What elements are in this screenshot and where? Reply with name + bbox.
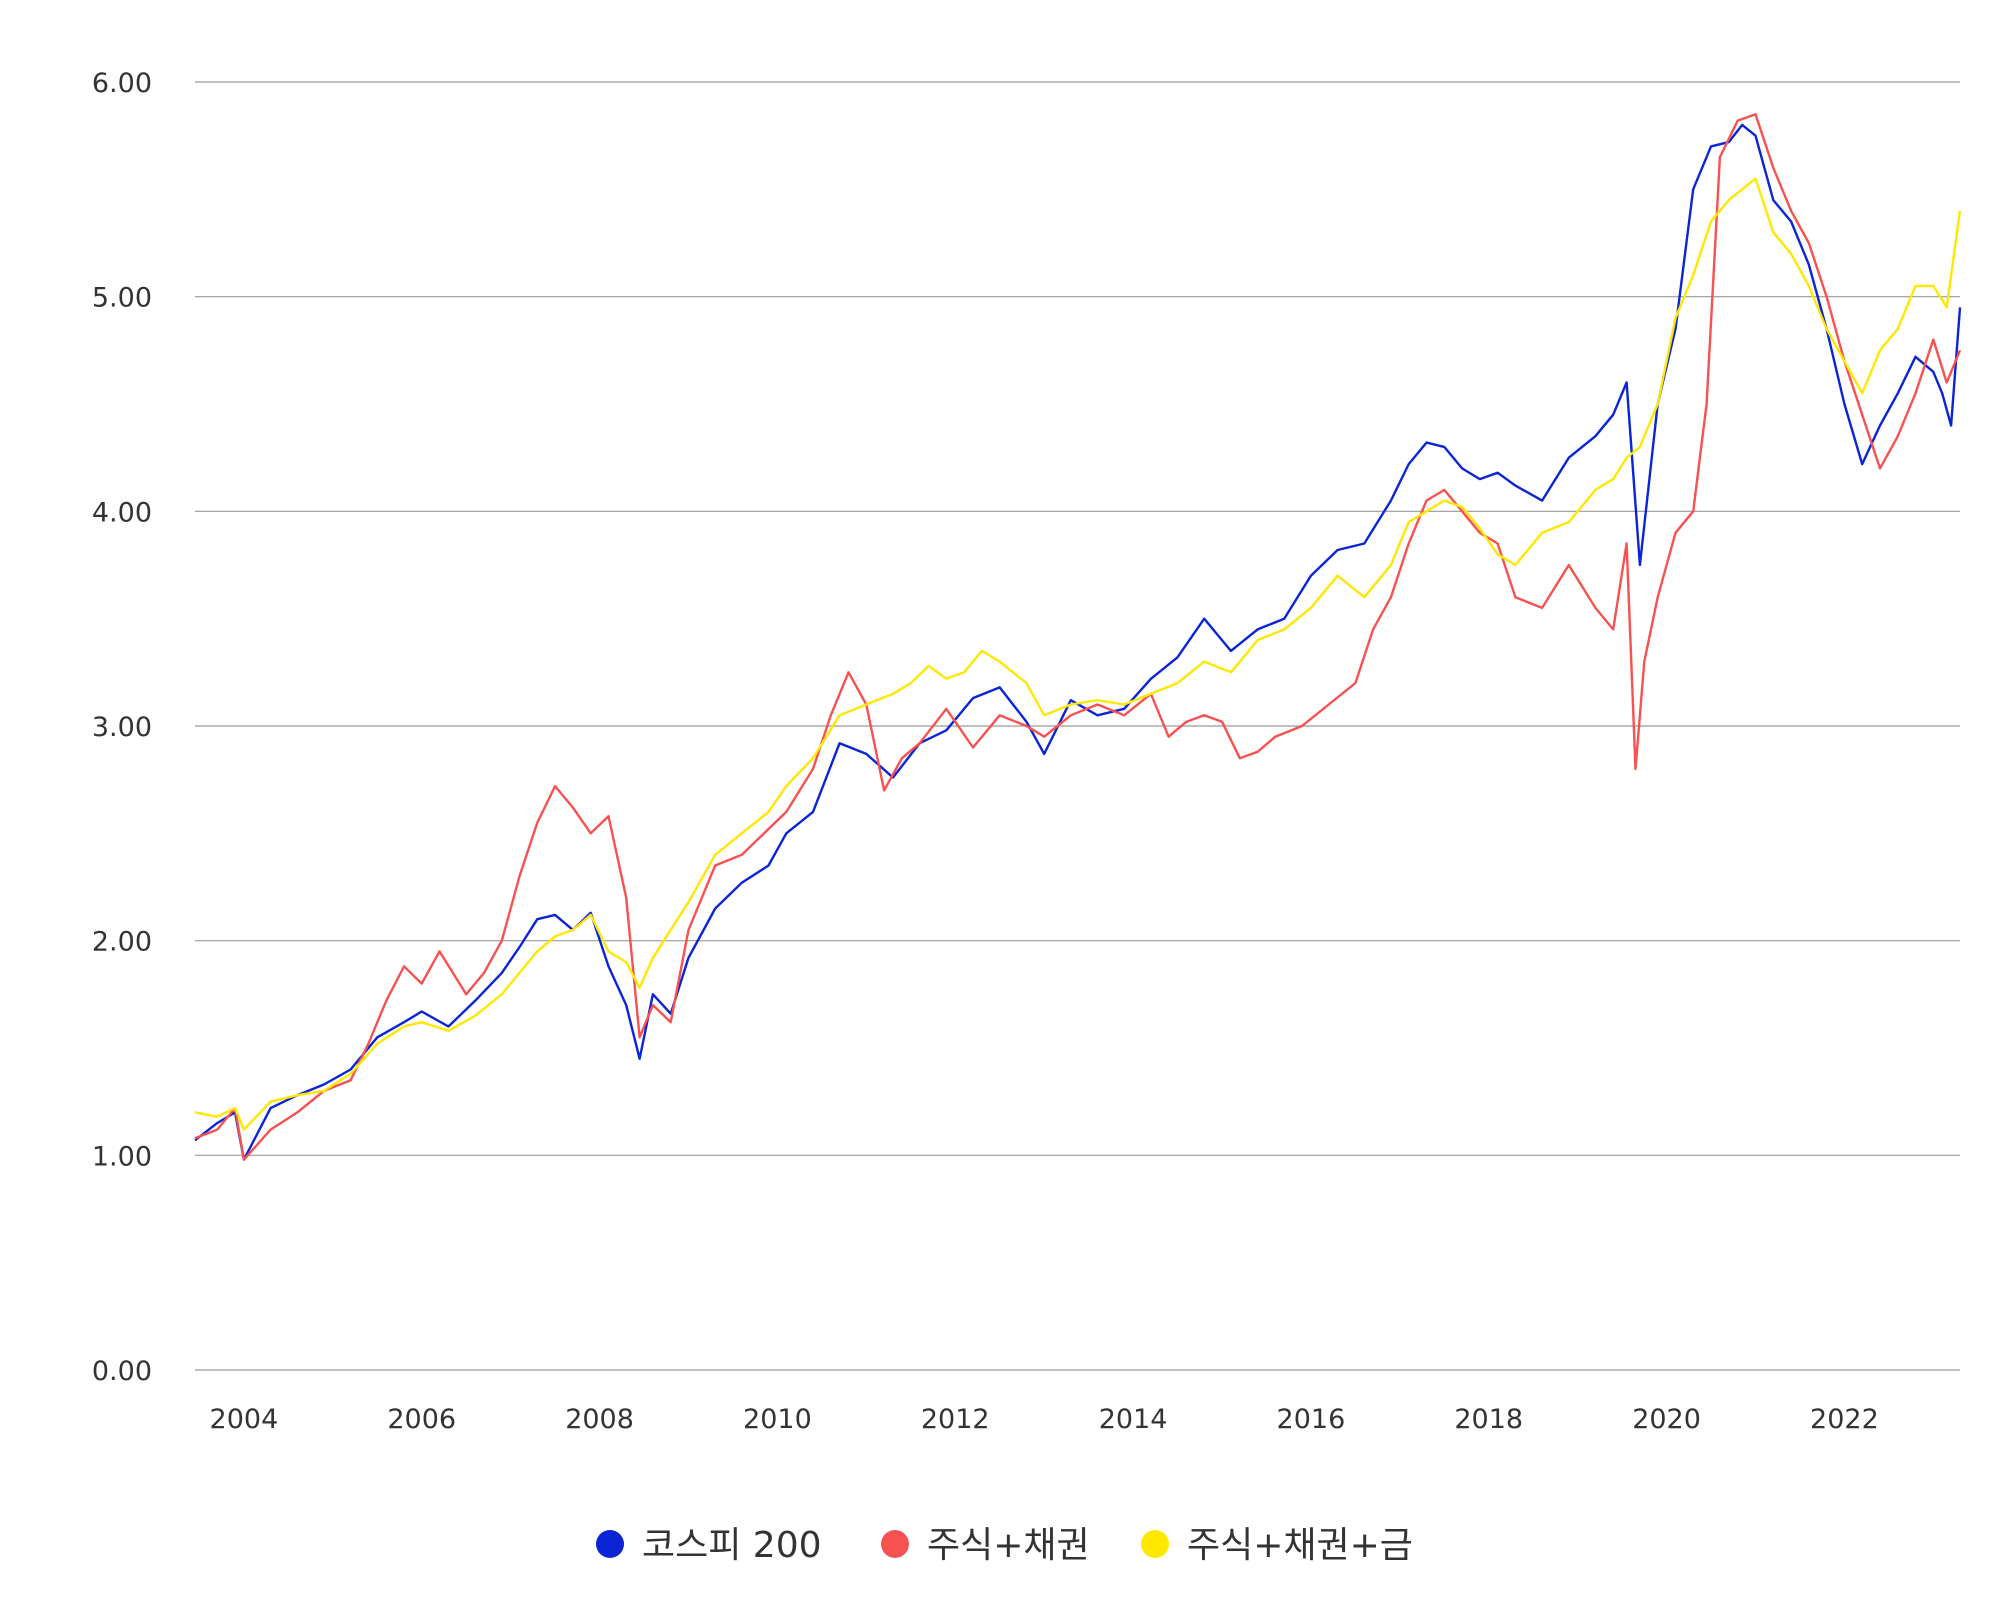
y-tick-label: 5.00 bbox=[92, 283, 152, 314]
x-tick-label: 2008 bbox=[565, 1404, 634, 1435]
y-axis-tick-labels: 0.00 1.00 2.00 3.00 4.00 5.00 6.00 bbox=[92, 68, 152, 1387]
x-tick-label: 2014 bbox=[1099, 1404, 1168, 1435]
y-tick-label: 6.00 bbox=[92, 68, 152, 99]
y-tick-label: 4.00 bbox=[92, 497, 152, 528]
legend-marker-2 bbox=[881, 1530, 909, 1558]
series-line-1 bbox=[194, 123, 1962, 1161]
legend: 코스피 200 주식+채권 주식+채권+금 bbox=[596, 1525, 1413, 1566]
x-tick-label: 2018 bbox=[1454, 1404, 1523, 1435]
x-tick-label: 2004 bbox=[210, 1404, 279, 1435]
series-lines bbox=[194, 112, 1962, 1161]
legend-label-3: 주식+채권+금 bbox=[1187, 1525, 1413, 1566]
series-line-2 bbox=[194, 112, 1962, 1161]
x-tick-label: 2012 bbox=[921, 1404, 990, 1435]
x-tick-label: 2010 bbox=[743, 1404, 812, 1435]
y-tick-label: 2.00 bbox=[92, 927, 152, 958]
x-tick-label: 2022 bbox=[1810, 1404, 1879, 1435]
x-tick-label: 2006 bbox=[387, 1404, 456, 1435]
y-tick-label: 3.00 bbox=[92, 712, 152, 743]
legend-label-2: 주식+채권 bbox=[927, 1525, 1090, 1566]
y-tick-label: 0.00 bbox=[92, 1356, 152, 1387]
y-tick-label: 1.00 bbox=[92, 1141, 152, 1172]
x-tick-label: 2020 bbox=[1632, 1404, 1701, 1435]
x-tick-label: 2016 bbox=[1277, 1404, 1346, 1435]
legend-label-1: 코스피 200 bbox=[642, 1525, 822, 1566]
gridlines bbox=[195, 81, 1960, 1371]
x-axis-tick-labels: 2004 2006 2008 2010 2012 2014 2016 2018 2020 2022 bbox=[210, 1404, 1879, 1435]
legend-marker-3 bbox=[1141, 1530, 1169, 1558]
legend-marker-1 bbox=[596, 1530, 624, 1558]
series-line-3 bbox=[194, 177, 1962, 1131]
